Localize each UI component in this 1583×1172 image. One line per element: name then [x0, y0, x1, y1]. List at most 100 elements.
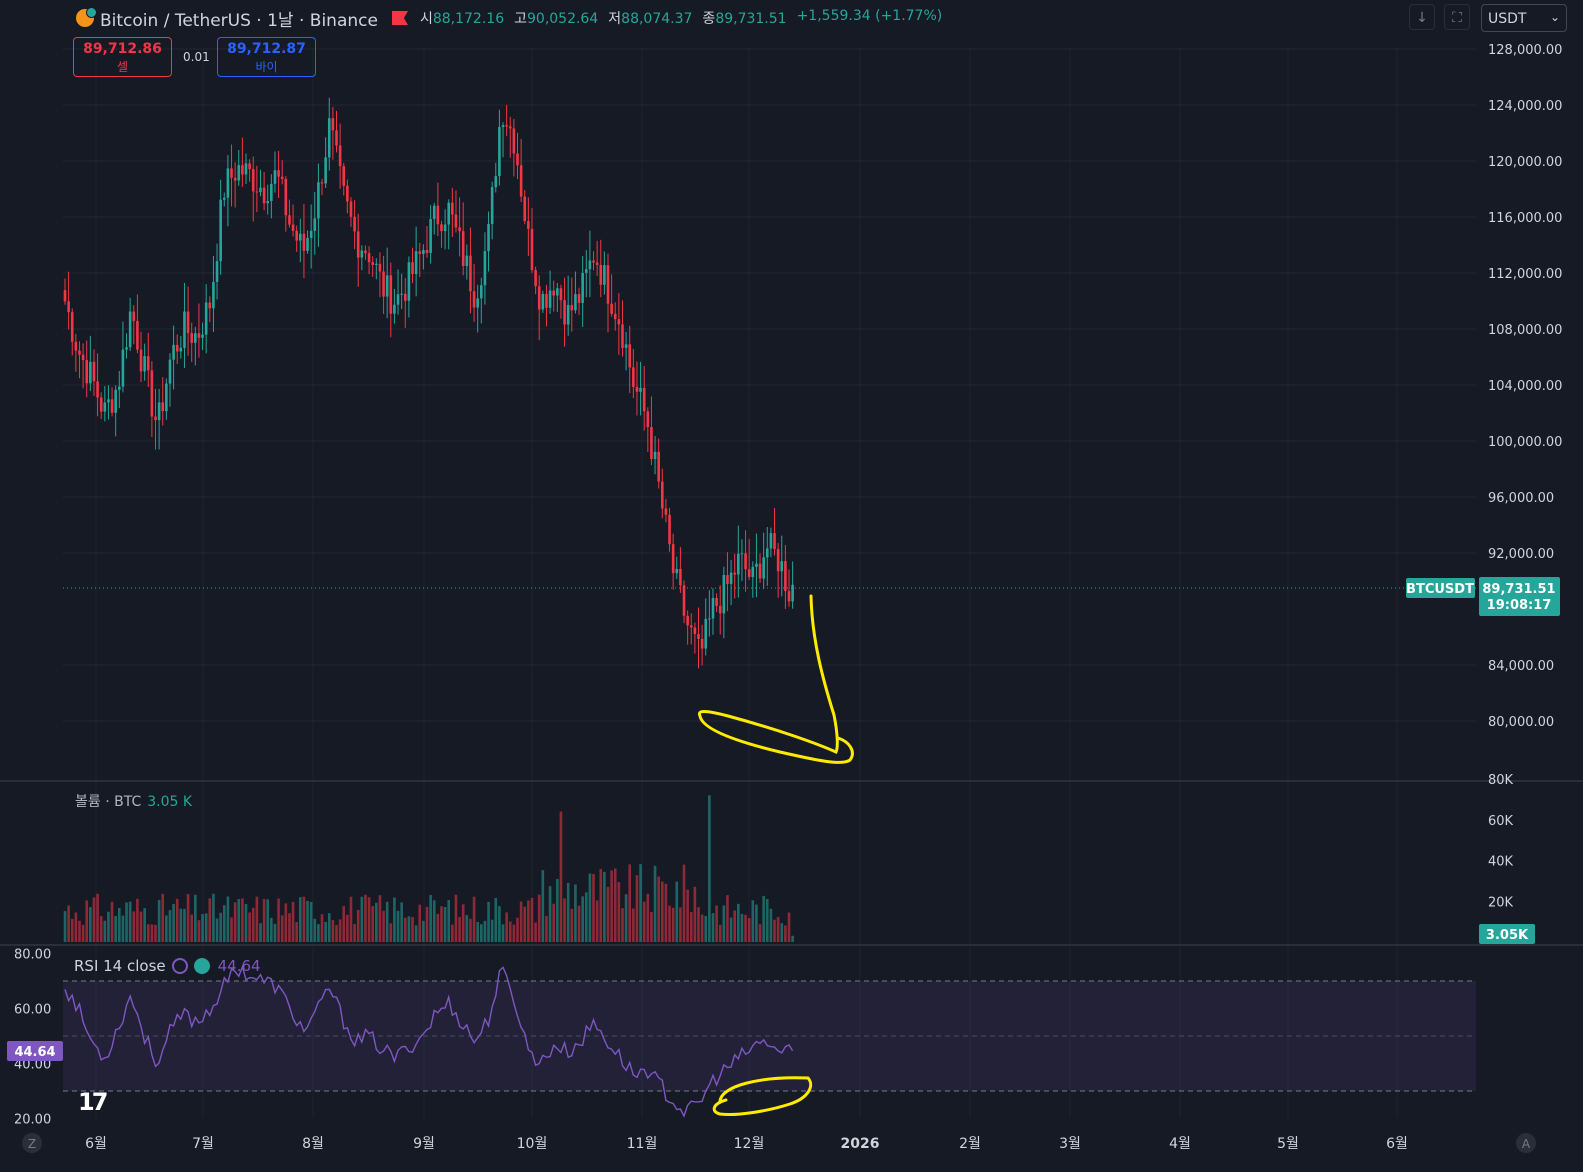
volume-bar [172, 903, 175, 942]
volume-bar [432, 900, 436, 942]
time-tick-label: 12월 [734, 1136, 765, 1152]
candle-body [483, 251, 487, 286]
download-icon[interactable]: ↓ [1409, 4, 1435, 30]
price-tick-label: 84,000.00 [1488, 659, 1554, 674]
volume-bar [787, 912, 791, 942]
candle-body [313, 218, 317, 231]
symbol-title[interactable]: Bitcoin / TetherUS · 1날 · Binance [100, 10, 378, 31]
auto-scale-button-text[interactable]: A [1522, 1137, 1531, 1151]
candle-body [628, 344, 632, 368]
candle-body [219, 199, 222, 262]
time-tick-label: 11월 [627, 1136, 658, 1152]
volume-bar [150, 924, 154, 942]
buy-button[interactable]: 89,712.87 바이 [217, 37, 316, 77]
candle-body [762, 557, 765, 579]
candle-body [403, 293, 407, 301]
volume-bar [621, 908, 624, 942]
volume-bar [179, 908, 183, 942]
volume-bar [375, 902, 378, 942]
price-tick-label: 112,000.00 [1488, 267, 1562, 282]
volume-bar [422, 920, 425, 942]
close-label: 종 [702, 11, 716, 27]
volume-bar [773, 919, 776, 942]
candle-body [613, 313, 617, 320]
ohlc-values: 시88,172.16 고90,052.64 저88,074.37 종89,731… [420, 8, 942, 28]
candle-body [295, 230, 298, 241]
candle-body [237, 165, 241, 181]
volume-bar [552, 903, 555, 942]
candle-body [603, 265, 606, 285]
volume-legend-label: 볼륨 · BTC [75, 794, 142, 810]
candle-body [671, 544, 675, 574]
volume-bar [255, 896, 259, 942]
buy-label: 바이 [255, 60, 278, 74]
candle-body [577, 294, 581, 303]
candle-body [96, 381, 99, 398]
sync-icon[interactable] [171, 958, 188, 974]
volume-bar [635, 875, 639, 942]
candle-body [700, 638, 704, 649]
currency-select[interactable]: USDT ⌄ [1481, 4, 1567, 32]
candle-body [679, 568, 682, 586]
candle-body [657, 451, 660, 482]
time-tick-label: 6월 [1386, 1136, 1408, 1152]
candle-body [172, 344, 175, 360]
symbol-header: Bitcoin / TetherUS · 1날 · Binance 시88,17… [76, 6, 942, 31]
volume-bar [186, 894, 190, 942]
candle-body [595, 262, 599, 265]
candle-body [118, 386, 121, 390]
candle-body [465, 255, 469, 267]
candle-body [175, 344, 179, 352]
time-zone-button-text[interactable]: Z [28, 1137, 36, 1151]
candle-body [784, 561, 787, 592]
time-tick-label: 10월 [517, 1136, 548, 1152]
volume-bar [599, 869, 603, 942]
volume-bar [472, 896, 476, 942]
candle-body [639, 387, 642, 392]
volume-bar [755, 904, 758, 942]
candle-body [389, 275, 393, 314]
volume-bar [762, 895, 765, 942]
candle-body [208, 302, 212, 309]
candle-body [436, 205, 440, 225]
candle-body [744, 553, 747, 570]
volume-bar [671, 907, 675, 942]
price-tick-label: 116,000.00 [1488, 211, 1562, 226]
volume-bar [194, 894, 197, 942]
currency-value: USDT [1488, 11, 1527, 27]
candle-body [259, 187, 262, 193]
volume-bar [603, 871, 606, 942]
volume-bar [306, 900, 309, 942]
candle-body [222, 197, 226, 200]
candle-body [552, 290, 555, 296]
candle-body [371, 262, 374, 265]
candle-body [592, 260, 595, 263]
volume-bar [324, 921, 327, 942]
candle-body [780, 561, 784, 572]
candle-body [324, 157, 327, 184]
fullscreen-icon[interactable]: ⛶ [1444, 4, 1470, 30]
sell-button[interactable]: 89,712.86 셀 [73, 37, 172, 77]
price-tick-label: 100,000.00 [1488, 435, 1562, 450]
candle-body [346, 185, 349, 202]
candle-body [508, 126, 512, 129]
candle-body [704, 618, 708, 649]
alarm-icon[interactable] [193, 958, 210, 974]
flag-icon[interactable] [391, 11, 408, 25]
candle-body [248, 163, 251, 170]
candle-body [367, 253, 371, 263]
candle-body [584, 269, 588, 273]
volume-bar [157, 899, 161, 942]
volume-bar [711, 913, 715, 942]
candle-body [327, 118, 331, 158]
volume-bar [545, 915, 548, 942]
volume-bar [610, 870, 613, 942]
candle-body [400, 293, 403, 295]
volume-tick-label: 40K [1488, 855, 1514, 870]
volume-bar [429, 895, 432, 942]
candle-body [349, 201, 353, 217]
candle-body [121, 349, 125, 387]
volume-bar [718, 924, 722, 942]
time-tick-label: 3월 [1059, 1136, 1081, 1152]
